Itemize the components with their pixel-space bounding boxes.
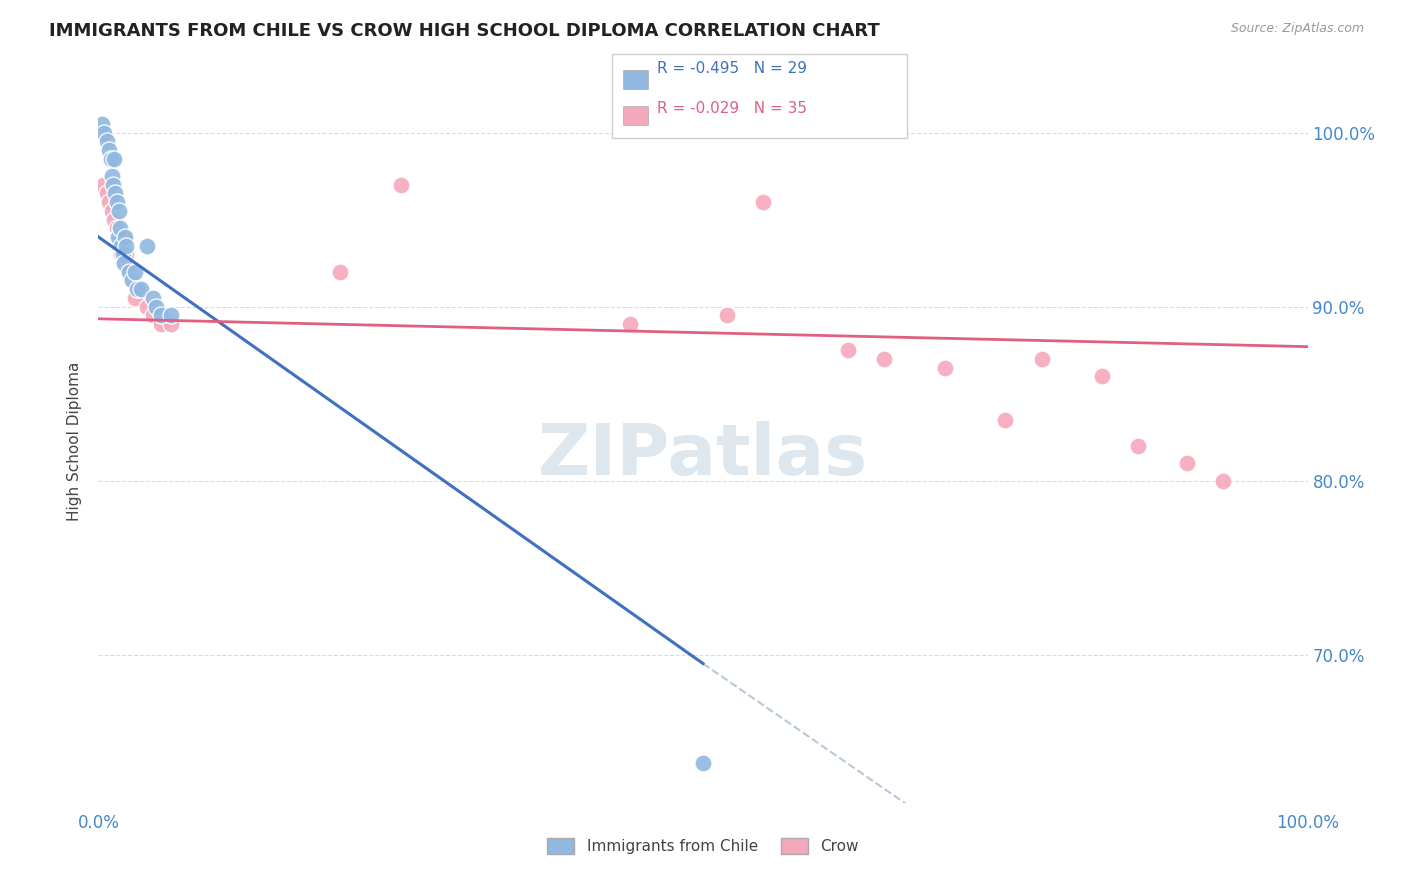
Point: [118, 265, 141, 279]
Point: [752, 195, 775, 210]
Point: [1128, 439, 1150, 453]
Text: ZIPatlas: ZIPatlas: [538, 422, 868, 491]
Point: [121, 273, 143, 287]
Point: [150, 308, 173, 322]
Point: [107, 230, 129, 244]
Point: [93, 126, 115, 140]
Point: [934, 360, 956, 375]
Point: [994, 413, 1017, 427]
Point: [145, 300, 167, 314]
Point: [1031, 351, 1053, 366]
Point: [1091, 369, 1114, 384]
Point: [127, 282, 149, 296]
Point: [692, 756, 714, 770]
Point: [107, 230, 129, 244]
Point: [1212, 474, 1234, 488]
Text: IMMIGRANTS FROM CHILE VS CROW HIGH SCHOOL DIPLOMA CORRELATION CHART: IMMIGRANTS FROM CHILE VS CROW HIGH SCHOO…: [49, 22, 880, 40]
Point: [96, 134, 118, 148]
Point: [96, 186, 118, 201]
Point: [124, 291, 146, 305]
Text: Source: ZipAtlas.com: Source: ZipAtlas.com: [1230, 22, 1364, 36]
Point: [112, 256, 135, 270]
Point: [160, 317, 183, 331]
Point: [108, 238, 131, 252]
Point: [1175, 456, 1198, 470]
Point: [108, 221, 131, 235]
Legend: Immigrants from Chile, Crow: Immigrants from Chile, Crow: [541, 832, 865, 860]
Point: [111, 256, 134, 270]
Point: [98, 143, 121, 157]
Point: [127, 282, 149, 296]
Point: [98, 195, 121, 210]
Point: [129, 282, 152, 296]
Point: [110, 247, 132, 261]
Point: [124, 265, 146, 279]
Point: [105, 221, 128, 235]
Text: R = -0.495   N = 29: R = -0.495 N = 29: [657, 62, 807, 76]
Point: [115, 238, 138, 252]
Point: [135, 238, 157, 252]
Point: [118, 265, 141, 279]
Point: [716, 308, 738, 322]
Point: [114, 230, 136, 244]
Point: [389, 178, 412, 192]
Point: [115, 247, 138, 261]
Point: [135, 300, 157, 314]
Point: [142, 308, 165, 322]
Point: [837, 343, 859, 358]
Point: [110, 238, 132, 252]
Point: [100, 203, 122, 218]
Point: [101, 178, 124, 192]
Point: [873, 351, 896, 366]
Point: [329, 265, 352, 279]
Point: [91, 117, 114, 131]
Point: [108, 203, 131, 218]
Point: [111, 247, 134, 261]
Point: [160, 308, 183, 322]
Point: [142, 291, 165, 305]
Text: R = -0.029   N = 35: R = -0.029 N = 35: [657, 102, 807, 116]
Point: [619, 317, 641, 331]
Point: [108, 230, 131, 244]
Y-axis label: High School Diploma: High School Diploma: [67, 362, 83, 521]
Point: [120, 273, 142, 287]
Point: [100, 169, 122, 183]
Point: [91, 178, 114, 192]
Point: [112, 230, 135, 244]
Point: [103, 212, 125, 227]
Point: [103, 152, 125, 166]
Point: [104, 186, 127, 201]
Point: [105, 195, 128, 210]
Point: [150, 317, 173, 331]
Point: [100, 152, 122, 166]
